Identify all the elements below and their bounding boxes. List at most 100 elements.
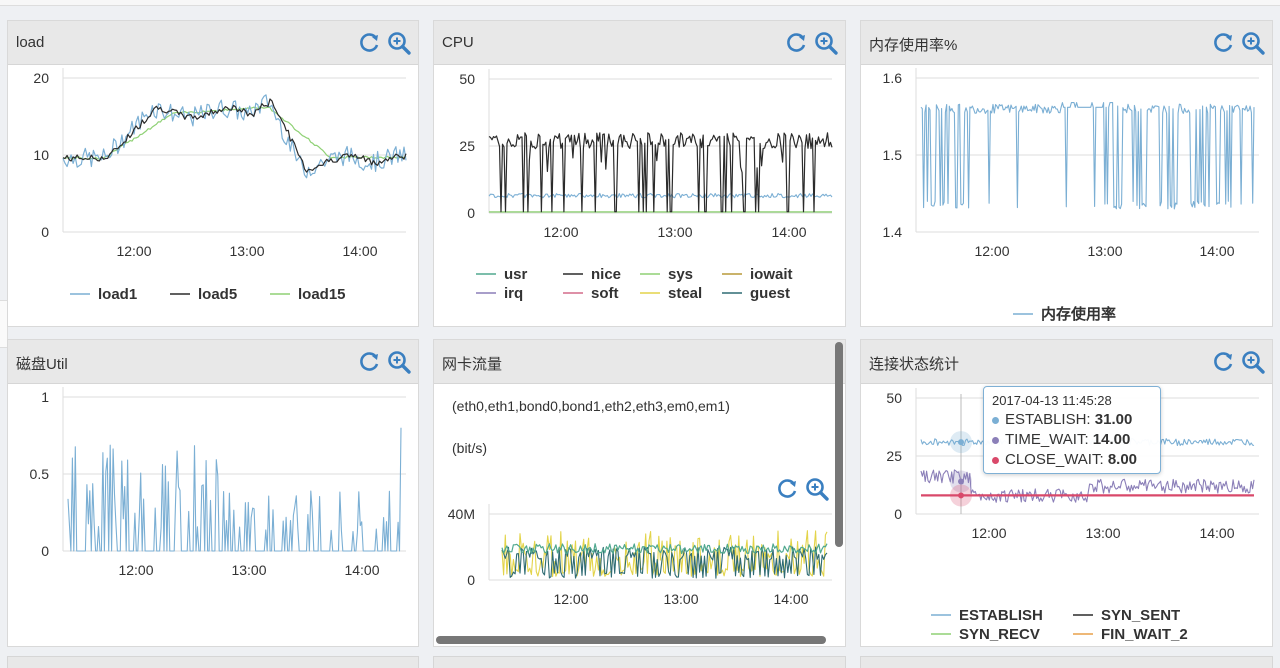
load-chart: 20 10 0 12:00 13:00 14:00 load1 load5 load15 [33, 68, 407, 303]
legend-item[interactable]: load5 [198, 286, 237, 303]
y-tick-label: 10 [33, 147, 49, 163]
y-tick-label: 0 [41, 224, 49, 240]
panel-header: 磁盘Util [8, 340, 418, 384]
x-tick-label: 14:00 [1199, 243, 1234, 259]
memory-chart: 1.6 1.5 1.4 12:00 13:00 14:00 内存使用率 [883, 68, 1259, 323]
refresh-icon[interactable] [783, 30, 809, 56]
y-tick-label: 20 [33, 70, 49, 86]
zoom-in-icon[interactable] [386, 30, 412, 56]
network-chart: 40M 0 12:00 13:00 14:00 [448, 504, 832, 607]
legend-item[interactable]: steal [668, 285, 702, 302]
y-tick-label: 0.5 [30, 466, 50, 482]
legend-item[interactable]: sys [668, 266, 693, 283]
tooltip-dot [992, 456, 999, 464]
refresh-icon[interactable] [356, 30, 382, 56]
series-line [501, 543, 828, 555]
tooltip-row: CLOSE_WAIT: 8.00 [992, 451, 1152, 468]
panel-memory: 内存使用率% 1.6 1.5 1.4 12:00 13:00 14:00 内存使用率 [860, 20, 1273, 327]
network-interfaces: (eth0,eth1,bond0,bond1,eth2,eth3,em0,em1… [452, 398, 730, 414]
panel-header: 连接状态统计 [861, 340, 1272, 384]
legend-item[interactable]: SYN_RECV [959, 626, 1040, 643]
y-tick-label: 25 [459, 138, 475, 154]
panel-header: CPU [434, 21, 845, 65]
panel-title: 内存使用率% [869, 37, 958, 54]
legend-item[interactable]: FIN_WAIT_2 [1101, 626, 1188, 643]
tooltip-label: ESTABLISH: [1005, 411, 1095, 428]
y-tick-label: 0 [894, 506, 902, 522]
x-tick-label: 12:00 [118, 562, 153, 578]
legend-item[interactable]: soft [591, 285, 619, 302]
tooltip-dot [992, 436, 999, 444]
legend-item[interactable]: ESTABLISH [959, 607, 1043, 624]
x-tick-label: 12:00 [543, 224, 578, 240]
x-tick-label: 12:00 [116, 243, 151, 259]
panel-title: 磁盘Util [16, 356, 68, 373]
series-line [67, 427, 402, 552]
x-tick-label: 14:00 [773, 591, 808, 607]
x-tick-label: 13:00 [231, 562, 266, 578]
x-tick-label: 14:00 [771, 224, 806, 240]
x-tick-label: 12:00 [553, 591, 588, 607]
refresh-icon[interactable] [1210, 30, 1236, 56]
series-line [501, 546, 828, 579]
y-tick-label: 25 [886, 448, 902, 464]
legend-item[interactable]: TIME_WAIT [959, 645, 1041, 647]
panel-network: 网卡流量 (eth0,eth1,bond0,bond1,eth2,eth3,em… [433, 339, 846, 647]
y-tick-label: 1.4 [883, 224, 903, 240]
tooltip-row: TIME_WAIT: 14.00 [992, 431, 1152, 448]
x-tick-label: 13:00 [229, 243, 264, 259]
y-tick-label: 1 [41, 389, 49, 405]
tooltip-value: 14.00 [1092, 431, 1131, 448]
zoom-in-icon[interactable] [386, 349, 412, 375]
legend-item[interactable]: usr [504, 266, 528, 283]
panel-connections: 连接状态统计 50 25 0 12:00 13:00 14:00 ESTABLISH SYN_… [860, 339, 1273, 647]
series-line [501, 530, 828, 578]
zoom-in-icon[interactable] [813, 30, 839, 56]
legend-item[interactable]: nice [591, 266, 621, 283]
x-tick-label: 13:00 [663, 591, 698, 607]
panel-title: CPU [442, 34, 474, 51]
vertical-scrollbar[interactable] [835, 342, 843, 547]
zoom-in-icon[interactable] [1240, 349, 1266, 375]
panel-cpu: CPU 50 25 0 12:00 13:00 14:00 usr nice sys iowait… [433, 20, 846, 327]
legend-item[interactable]: load15 [298, 286, 346, 303]
y-tick-label: 0 [41, 543, 49, 559]
x-tick-label: 12:00 [971, 525, 1006, 541]
legend-item[interactable]: CLOSE_WAIT [1101, 645, 1199, 647]
tooltip-value: 31.00 [1094, 411, 1133, 428]
legend-item[interactable]: irq [504, 285, 523, 302]
zoom-in-icon[interactable] [804, 476, 830, 502]
panel-header: 内存使用率% [861, 21, 1272, 65]
refresh-icon[interactable] [1210, 349, 1236, 375]
x-tick-label: 12:00 [974, 243, 1009, 259]
top-bar [0, 0, 1280, 6]
panel-load: load 20 10 0 12:00 13:00 14:00 load1 load5 load1… [7, 20, 419, 327]
x-tick-label: 14:00 [344, 562, 379, 578]
horizontal-scrollbar[interactable] [436, 636, 826, 644]
panel-title: load [16, 34, 45, 51]
panel-stub [433, 656, 846, 668]
series-line [62, 98, 407, 173]
legend-item[interactable]: iowait [750, 266, 793, 283]
series-line [488, 192, 833, 199]
refresh-icon[interactable] [774, 476, 800, 502]
legend-item[interactable]: 内存使用率 [1041, 305, 1116, 323]
series-line [62, 105, 407, 160]
panel-title: 网卡流量 [442, 356, 503, 373]
highlight-point [958, 439, 964, 446]
refresh-icon[interactable] [356, 349, 382, 375]
tooltip-row: ESTABLISH: 31.00 [992, 411, 1152, 428]
zoom-in-icon[interactable] [1240, 30, 1266, 56]
y-tick-label: 50 [886, 390, 902, 406]
tooltip-label: CLOSE_WAIT: [1005, 451, 1108, 468]
legend-item[interactable]: load1 [98, 286, 137, 303]
highlight-point [958, 492, 964, 499]
panel-stub [7, 656, 419, 668]
y-tick-label: 50 [459, 71, 475, 87]
panel-title: 连接状态统计 [869, 356, 960, 373]
legend-item[interactable]: SYN_SENT [1101, 607, 1180, 624]
panel-header: 网卡流量 [434, 340, 845, 384]
legend-item[interactable]: guest [750, 285, 790, 302]
cpu-chart: 50 25 0 12:00 13:00 14:00 usr nice sys iowait irq s… [459, 69, 833, 302]
